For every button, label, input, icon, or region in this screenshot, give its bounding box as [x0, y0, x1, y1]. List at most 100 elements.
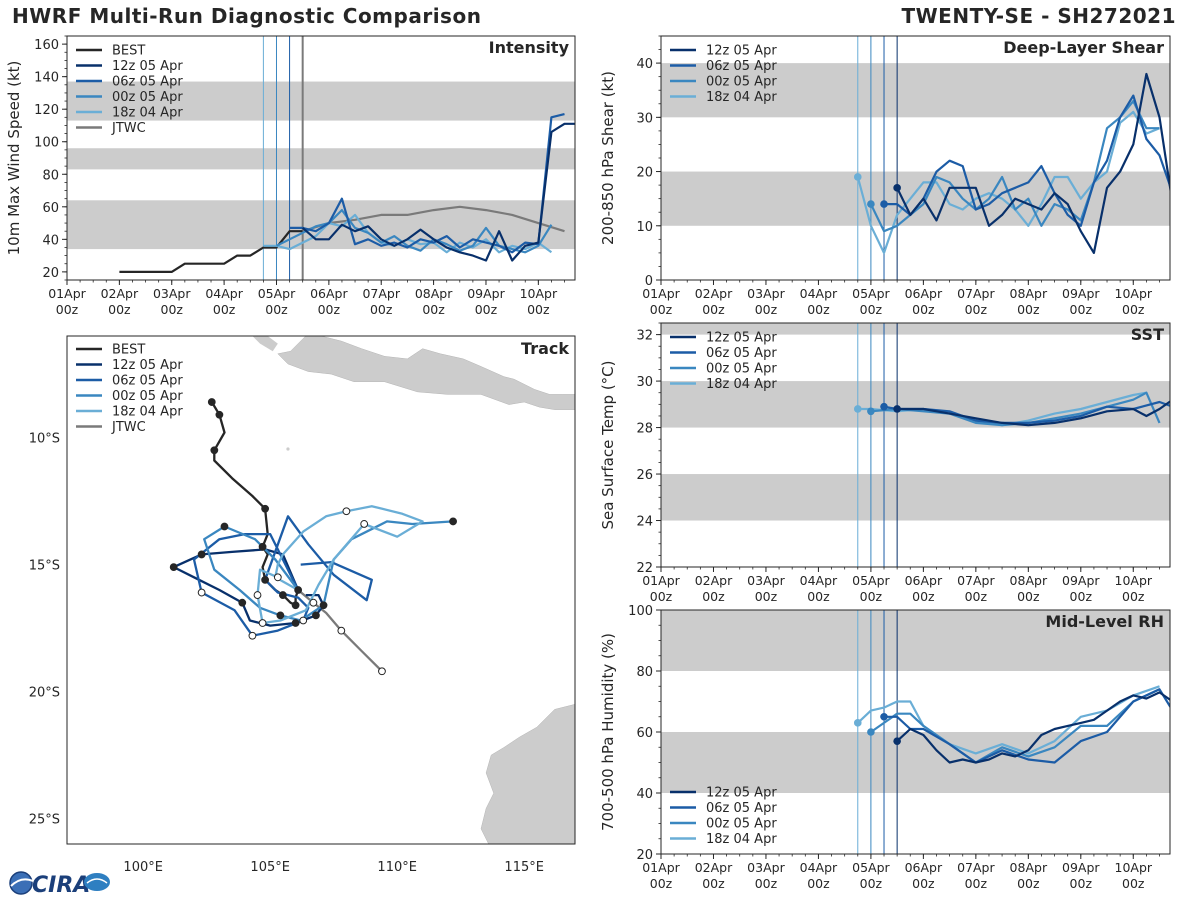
shear-panel: 01020304001Apr00z02Apr00z03Apr00z04Apr00… [599, 35, 1171, 317]
figure-title-left: HWRF Multi-Run Diagnostic Comparison [12, 4, 482, 28]
track-legend-label-12z-05-apr: 12z 05 Apr [112, 358, 183, 373]
shear-xtick-label-day: 08Apr [1010, 286, 1048, 301]
rh-ylabel: 700-500 hPa Humidity (%) [599, 633, 617, 831]
track-legend-label-best: BEST [112, 343, 145, 358]
shear-series-00z-05-apr [869, 99, 1160, 233]
intensity-series-best [119, 230, 303, 273]
shear-xtick-label-hour: 00z [860, 302, 883, 317]
intensity-series-12z-05-apr [301, 122, 575, 262]
shear-legend-label-18z-04-apr: 18z 04 Apr [706, 90, 777, 105]
shear-ytick-label: 40 [636, 57, 653, 72]
figure-title-right: TWENTY-SE - SH272021 [901, 4, 1176, 28]
track-marker-best [294, 586, 303, 594]
java-landmass [277, 336, 575, 410]
rh-ytick-label: 40 [636, 787, 653, 802]
rh-legend-label-00z-05-apr: 00z 05 Apr [706, 817, 777, 832]
track-marker-jtwc [378, 667, 386, 676]
track-marker-jtwc [337, 626, 346, 635]
rh-xtick-label-day: 07Apr [957, 860, 995, 875]
track-line-best [210, 401, 300, 607]
rh-xtick-label-hour: 00z [860, 876, 883, 891]
rh-xtick-label-hour: 00z [1017, 876, 1040, 891]
intensity-band-1 [67, 148, 575, 170]
shear-ytick-label: 0 [645, 274, 653, 289]
shear-band-1 [661, 63, 1170, 118]
sst-ytick-label: 28 [636, 422, 653, 437]
intensity-xtick-label-day: 06Apr [310, 286, 348, 301]
shear-xtick-label-hour: 00z [1017, 302, 1040, 317]
rh-xtick-label-hour: 00z [1070, 876, 1093, 891]
intensity-xtick-label-hour: 00z [213, 302, 236, 317]
sst-init-marker-06z-05-apr [880, 402, 888, 411]
intensity-legend-label-00z-05-apr: 00z 05 Apr [112, 90, 183, 105]
track-marker-best [261, 504, 270, 513]
intensity-xtick-label-day: 02Apr [101, 286, 139, 301]
intensity-xtick-label-day: 09Apr [467, 286, 505, 301]
sst-series-12z-05-apr [897, 400, 1170, 427]
track-line-12z-05-apr [172, 548, 325, 627]
rh-band-1 [661, 610, 1170, 671]
shear-xtick-label-day: 02Apr [695, 286, 733, 301]
track-marker-best [291, 601, 300, 610]
shear-init-marker-00z-05-apr [867, 200, 875, 208]
rh-xtick-label-day: 04Apr [800, 860, 838, 875]
shear-xtick-label-day: 06Apr [905, 286, 943, 301]
rh-xtick-label-day: 09Apr [1062, 860, 1100, 875]
shear-ytick-label: 30 [636, 111, 653, 126]
track-line-18z-04-apr [256, 505, 424, 625]
sst-init-marker-12z-05-apr [893, 405, 901, 413]
intensity-xtick-label-hour: 00z [422, 302, 445, 317]
intensity-xtick-label-day: 04Apr [205, 286, 243, 301]
rh-xtick-label-day: 05Apr [852, 860, 890, 875]
track-marker-00z-05-apr [449, 517, 457, 526]
rh-xtick-label-day: 06Apr [905, 860, 943, 875]
track-legend-label-00z-05-apr: 00z 05 Apr [112, 389, 183, 404]
sst-xtick-label-hour: 00z [807, 589, 830, 604]
rh-ytick-label: 100 [628, 604, 653, 619]
sst-legend-label-00z-05-apr: 00z 05 Apr [706, 362, 777, 377]
rh-xtick-label-hour: 00z [650, 876, 673, 891]
intensity-series-jtwc [302, 205, 565, 233]
sst-xtick-label-day: 09Apr [1062, 573, 1100, 588]
intensity-xtick-label-day: 08Apr [415, 286, 453, 301]
track-frame [66, 335, 576, 845]
shear-legend-label-00z-05-apr: 00z 05 Apr [706, 75, 777, 90]
rh-xtick-label-hour: 00z [755, 876, 778, 891]
track-legend-label-18z-04-apr: 18z 04 Apr [112, 405, 183, 420]
rh-xtick-label-hour: 00z [965, 876, 988, 891]
intensity-ytick-label: 20 [42, 266, 59, 281]
track-marker-12z-05-apr [291, 619, 300, 627]
shear-xtick-label-hour: 00z [912, 302, 935, 317]
intensity-xtick-label-hour: 00z [370, 302, 393, 317]
sst-frame [660, 322, 1171, 568]
sst-ytick-label: 26 [636, 468, 653, 483]
sst-legend-label-12z-05-apr: 12z 05 Apr [706, 331, 777, 346]
sst-xtick-label-hour: 00z [965, 589, 988, 604]
track-ytick-label: 25°S [29, 813, 60, 828]
sst-xtick-label-day: 06Apr [905, 573, 943, 588]
intensity-ytick-label: 160 [34, 38, 59, 53]
track-marker-18z-04-apr [360, 520, 369, 528]
track-line-00z-05-apr [203, 520, 454, 622]
track-xtick-label: 110°E [377, 860, 417, 875]
rh-xtick-label-day: 03Apr [747, 860, 785, 875]
shear-xtick-label-hour: 00z [1070, 302, 1093, 317]
intensity-series-06z-05-apr [289, 113, 565, 254]
sumatra-landmass [252, 336, 278, 352]
track-marker-12z-05-apr [197, 550, 206, 559]
logo-wave-icon [84, 873, 110, 891]
sst-panel: 22242628303201Apr00z02Apr00z03Apr00z04Ap… [599, 322, 1171, 604]
shear-ytick-label: 10 [636, 220, 653, 235]
shear-xtick-label-hour: 00z [807, 302, 830, 317]
track-legend-label-06z-05-apr: 06z 05 Apr [112, 374, 183, 389]
intensity-ytick-label: 60 [42, 201, 59, 216]
track-ytick-label: 15°S [29, 559, 60, 574]
track-marker-00z-05-apr [319, 601, 328, 610]
rh-xtick-label-hour: 00z [807, 876, 830, 891]
shear-series-06z-05-apr [884, 94, 1170, 227]
track-marker-best [210, 446, 219, 455]
intensity-ytick-label: 100 [34, 136, 59, 151]
intensity-xtick-label-day: 07Apr [362, 286, 400, 301]
track-panel: 100°E 105°E 110°E 115°E 10°S 15°S 20°S 25°S Trac… [29, 335, 576, 875]
rh-series-12z-05-apr [896, 691, 1170, 764]
